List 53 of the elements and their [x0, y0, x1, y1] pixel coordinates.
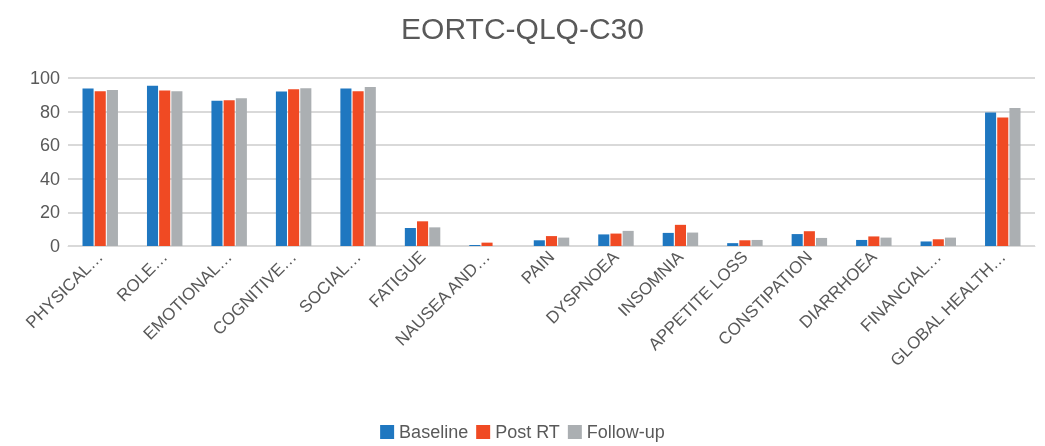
bar — [171, 91, 183, 246]
bar — [288, 89, 300, 246]
bar — [352, 91, 364, 246]
bar — [545, 236, 558, 246]
bar — [687, 232, 699, 246]
chart-title: EORTC-QLQ-C30 — [401, 11, 644, 45]
bar — [340, 88, 352, 246]
bar — [674, 224, 686, 246]
bar — [300, 88, 312, 246]
bar — [739, 240, 751, 246]
bar — [803, 231, 815, 246]
bar — [275, 91, 287, 246]
bar — [94, 91, 106, 246]
bar — [533, 240, 545, 246]
y-tick-label: 100 — [29, 68, 60, 88]
bar — [662, 232, 674, 246]
bar — [856, 239, 868, 246]
bar — [481, 242, 493, 246]
bar — [146, 85, 159, 246]
bar — [997, 117, 1009, 246]
bar — [816, 237, 828, 246]
y-tick-label: 0 — [49, 236, 60, 256]
bar — [235, 98, 247, 246]
bar — [985, 112, 997, 246]
bar — [868, 236, 880, 246]
bar — [417, 221, 429, 246]
bar — [598, 234, 610, 246]
bar — [920, 241, 932, 246]
bar — [211, 100, 223, 246]
bar — [223, 100, 235, 246]
bar — [932, 239, 944, 246]
bar — [558, 237, 570, 246]
bar — [727, 243, 739, 246]
bar — [82, 88, 94, 246]
bar — [159, 90, 171, 246]
bar — [610, 233, 622, 246]
bar — [751, 239, 763, 246]
bar — [880, 237, 892, 246]
bar — [429, 227, 441, 246]
legend-label: Follow-up — [586, 422, 665, 442]
y-tick-label: 40 — [39, 168, 60, 189]
bar — [944, 237, 957, 246]
y-tick-label: 60 — [39, 135, 60, 156]
bar — [791, 234, 803, 246]
bar — [106, 89, 118, 246]
y-tick-label: 80 — [39, 101, 60, 122]
legend-label: Baseline — [399, 422, 469, 442]
y-tick-label: 20 — [39, 202, 60, 223]
bar — [404, 228, 416, 246]
bar — [364, 86, 376, 246]
bar — [1009, 108, 1021, 246]
legend-label: Post RT — [495, 422, 560, 442]
bar — [622, 230, 634, 246]
